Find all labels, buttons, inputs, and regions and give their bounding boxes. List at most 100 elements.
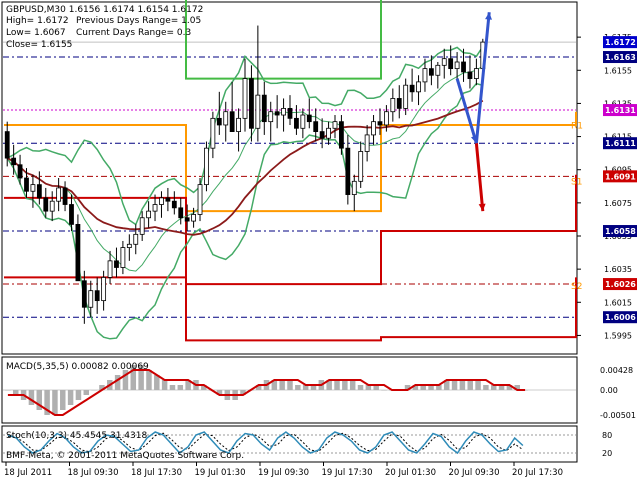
macd-histogram-bar xyxy=(13,390,19,395)
candle-body xyxy=(229,111,235,133)
time-tick-label: 19 Jul 09:30 xyxy=(258,468,309,478)
macd-histogram-bar xyxy=(161,380,168,390)
price-tick-label: 1.6135 xyxy=(604,99,632,108)
candle-body xyxy=(287,108,293,119)
candle-body xyxy=(384,111,389,126)
macd-histogram-bar xyxy=(122,370,129,390)
candle-body xyxy=(120,247,126,268)
candle-body xyxy=(261,94,267,123)
macd-histogram-bar xyxy=(146,370,152,390)
macd-histogram-bar xyxy=(443,380,450,390)
time-tick-label: 18 Jul 17:30 xyxy=(131,468,182,478)
candle-body xyxy=(81,280,87,308)
candle-body xyxy=(319,131,325,139)
candle-body xyxy=(377,121,383,126)
macd-signal-line xyxy=(7,369,526,416)
macd-histogram-bar xyxy=(240,390,246,395)
candle-body xyxy=(416,81,421,93)
macd-histogram-bar xyxy=(404,385,411,390)
macd-tick-label: 0.00 xyxy=(600,386,618,395)
low-info: Low= 1.6067 xyxy=(6,28,66,38)
candle-body xyxy=(75,223,81,282)
macd-histogram-bar xyxy=(475,380,481,390)
bollinger-upper xyxy=(6,46,484,226)
prev-range-info: Previous Days Range= 1.05 xyxy=(76,16,201,26)
copyright-text: BMF-Meta, © 2001-2011 MetaQuotes Softwar… xyxy=(6,451,244,461)
price-badge xyxy=(603,311,637,324)
level-tag: S2 xyxy=(571,282,582,292)
candle-body xyxy=(390,98,396,113)
pivot-step-line xyxy=(4,111,577,213)
candle-body xyxy=(133,233,139,245)
price-badge xyxy=(603,36,637,49)
candle-body xyxy=(364,134,370,152)
candle-body xyxy=(17,164,23,179)
price-badge-label: 1.6111 xyxy=(605,139,636,148)
candle-body xyxy=(146,210,152,219)
candle-body xyxy=(441,58,447,66)
forecast-arrowhead xyxy=(478,203,486,212)
candle-body xyxy=(4,131,10,159)
macd-histogram-bar xyxy=(295,385,301,390)
candle-body xyxy=(300,114,306,129)
time-tick-label: 18 Jul 2011 xyxy=(4,468,52,478)
close-info: Close= 1.6155 xyxy=(6,40,72,50)
macd-tick-label: 0.00428 xyxy=(600,366,633,375)
candle-body xyxy=(114,260,119,268)
candle-body xyxy=(216,117,222,126)
forecast-arrowhead xyxy=(485,12,492,20)
macd-histogram-bar xyxy=(365,385,372,390)
time-tick-label: 19 Jul 17:30 xyxy=(322,468,373,478)
candle-body xyxy=(49,200,55,212)
price-tick-label: 1.6155 xyxy=(604,66,632,75)
level-tag: S1 xyxy=(571,178,582,188)
macd-histogram-bar xyxy=(287,380,293,390)
candle-body xyxy=(345,147,351,195)
candle-body xyxy=(69,204,74,225)
candle-body xyxy=(358,151,364,182)
stoch-tick-label: 20 xyxy=(602,449,612,458)
forecast-arrow xyxy=(474,12,491,144)
macd-histogram-bar xyxy=(36,390,43,410)
stoch-layer xyxy=(3,431,576,455)
macd-histogram-bar xyxy=(130,365,137,390)
price-badge xyxy=(603,104,637,117)
moving-average-slow xyxy=(6,99,484,236)
stoch-main-line xyxy=(7,431,524,455)
price-tick-label: 1.6115 xyxy=(604,133,632,142)
macd-histogram-bar xyxy=(420,385,426,390)
stoch-title: Stoch(10,3,3) 45.4545 31.4318 xyxy=(6,431,147,441)
stoch-panel xyxy=(1,425,578,463)
price-badge-label: 1.6172 xyxy=(605,38,636,47)
price-tick-label: 1.6015 xyxy=(604,298,632,307)
candle-body xyxy=(223,111,229,126)
macd-histogram-bar xyxy=(75,390,82,400)
candle-body xyxy=(274,111,280,116)
macd-histogram-bar xyxy=(44,390,50,415)
candle-body xyxy=(351,180,357,195)
candle-body xyxy=(152,204,158,212)
price-badge xyxy=(603,225,637,238)
macd-layer xyxy=(3,365,576,416)
candle-body xyxy=(454,61,460,70)
candle-body xyxy=(88,290,94,308)
time-tick-label: 20 Jul 01:30 xyxy=(385,468,436,478)
candle-body xyxy=(294,117,299,129)
axis-layer: 1.61751.61551.61351.61151.60951.60751.60… xyxy=(4,33,637,478)
macd-histogram-bar xyxy=(255,385,262,390)
price-badge-label: 1.6026 xyxy=(605,280,636,289)
macd-histogram-bar xyxy=(138,365,144,390)
candle-body xyxy=(139,217,145,235)
price-tick-label: 1.6075 xyxy=(604,199,632,208)
price-badge xyxy=(603,278,637,291)
candle-body xyxy=(178,207,184,219)
stoch-tick-label: 80 xyxy=(602,431,612,440)
macd-histogram-bar xyxy=(428,385,434,390)
macd-histogram-bar xyxy=(302,385,309,390)
macd-histogram-bar xyxy=(498,385,505,390)
candle-body xyxy=(36,184,42,199)
candle-body xyxy=(467,71,473,79)
stoch-signal-line xyxy=(8,432,524,453)
forecast-arrow xyxy=(455,78,478,144)
candle-body xyxy=(313,121,319,132)
